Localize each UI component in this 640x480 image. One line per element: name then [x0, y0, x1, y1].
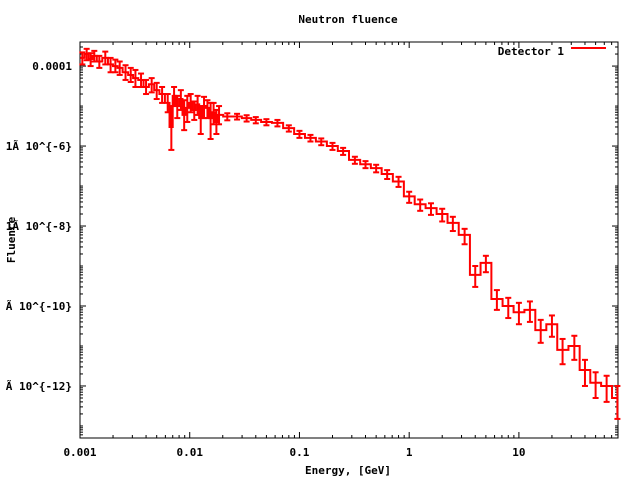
- y-axis: 0.0001 1Ã 10^{-6} 1Ã 10^{-8} Ã 10^{-10} Ã 10…: [6, 41, 618, 439]
- error-bar: [307, 133, 314, 143]
- series-detector-1: [79, 47, 621, 420]
- error-bar: [548, 314, 555, 338]
- error-bar: [482, 254, 489, 274]
- x-tick-label: 0.001: [63, 446, 96, 459]
- error-bar: [102, 50, 109, 66]
- x-tick-label: 1: [406, 446, 413, 459]
- error-bar: [340, 146, 347, 156]
- error-bar: [351, 155, 358, 165]
- error-bar: [537, 318, 544, 344]
- error-bar: [181, 99, 188, 132]
- error-bar: [329, 141, 336, 151]
- error-bar: [427, 202, 434, 216]
- y-tick-label: Ã 10^{-12}: [6, 380, 72, 393]
- error-bar: [373, 163, 380, 174]
- error-bar: [148, 77, 155, 94]
- error-bar: [187, 93, 194, 114]
- error-bar: [439, 207, 446, 223]
- error-bar: [449, 215, 456, 233]
- error-bar: [177, 89, 184, 111]
- error-bar: [603, 374, 610, 403]
- error-bar: [505, 296, 512, 320]
- error-bar: [274, 118, 281, 128]
- error-bar: [138, 72, 145, 88]
- y-tick-label: 1Ã 10^{-6}: [6, 140, 72, 153]
- error-bar: [143, 78, 150, 96]
- error-bar: [204, 99, 211, 120]
- error-bar: [159, 85, 166, 104]
- error-bar: [515, 301, 522, 326]
- error-bar: [153, 81, 160, 101]
- error-bar: [285, 124, 292, 133]
- chart-title: Neutron fluence: [298, 13, 398, 26]
- error-bar: [194, 94, 201, 116]
- x-axis-label: Energy, [GeV]: [305, 464, 391, 477]
- error-bar: [197, 105, 204, 136]
- error-bar: [132, 68, 139, 88]
- x-tick-label: 10: [512, 446, 525, 459]
- plot-frame-border: [79, 41, 619, 439]
- error-bar: [559, 337, 566, 366]
- error-bar: [174, 94, 181, 120]
- error-bar: [91, 49, 98, 63]
- error-bar: [417, 198, 424, 212]
- error-bar: [224, 112, 231, 122]
- error-bar: [96, 54, 103, 69]
- error-bar: [252, 116, 259, 125]
- error-bar: [581, 358, 588, 387]
- error-bar: [384, 169, 391, 180]
- error-bar: [122, 64, 129, 81]
- error-bar: [116, 60, 123, 76]
- y-tick-label: 0.0001: [32, 60, 72, 73]
- x-tick-label: 0.01: [176, 446, 203, 459]
- error-bar: [191, 100, 198, 121]
- error-bar: [184, 94, 191, 123]
- error-bar: [318, 137, 325, 147]
- error-bar: [395, 175, 402, 188]
- error-bar: [87, 52, 94, 68]
- error-bar: [127, 66, 134, 83]
- y-tick-label: Ã 10^{-10}: [6, 300, 72, 313]
- error-bar: [296, 129, 303, 139]
- error-bar: [592, 371, 599, 400]
- error-bar: [216, 105, 223, 126]
- y-axis-label: Fluence: [5, 216, 18, 263]
- x-axis: 0.001 0.01 0.1 1 10: [63, 42, 619, 459]
- error-bar: [83, 47, 90, 62]
- error-bar: [171, 85, 178, 108]
- series-step-line: [80, 53, 618, 400]
- error-bar: [472, 265, 479, 288]
- error-bar: [526, 300, 533, 323]
- error-bar: [614, 384, 621, 420]
- plot-frame: [79, 41, 619, 439]
- error-bar: [362, 160, 369, 170]
- x-tick-label: 0.1: [290, 446, 310, 459]
- error-bar: [243, 114, 250, 123]
- error-bar: [263, 118, 270, 127]
- legend: Detector 1: [498, 45, 606, 58]
- error-bar: [571, 334, 578, 361]
- error-bar: [112, 58, 119, 74]
- error-bar: [493, 289, 500, 311]
- error-bar: [406, 190, 413, 204]
- error-bar: [164, 93, 171, 114]
- legend-label: Detector 1: [498, 45, 565, 58]
- error-bar: [234, 112, 241, 121]
- error-bar: [461, 227, 468, 246]
- error-bar: [79, 51, 86, 66]
- y-tick-label: 1Ã 10^{-8}: [6, 220, 72, 233]
